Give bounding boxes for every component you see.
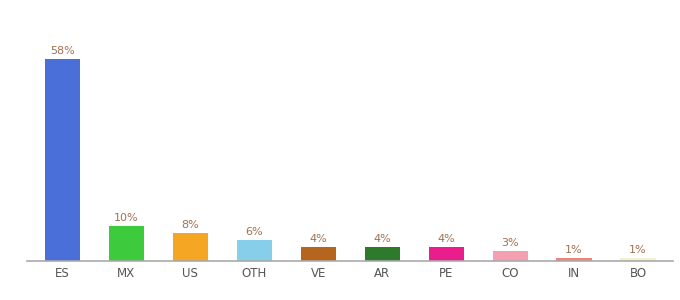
Bar xyxy=(620,257,656,261)
Bar xyxy=(556,257,592,261)
Bar xyxy=(364,247,400,261)
Bar xyxy=(45,59,80,261)
Text: 8%: 8% xyxy=(182,220,199,230)
Text: 4%: 4% xyxy=(437,234,455,244)
Bar xyxy=(301,247,336,261)
Text: 1%: 1% xyxy=(565,245,583,255)
Text: 10%: 10% xyxy=(114,213,139,224)
Bar xyxy=(237,240,272,261)
Text: 4%: 4% xyxy=(373,234,391,244)
Text: 1%: 1% xyxy=(629,245,647,255)
Bar xyxy=(428,247,464,261)
Bar xyxy=(109,226,144,261)
Bar xyxy=(173,233,208,261)
Text: 3%: 3% xyxy=(501,238,519,248)
Text: 4%: 4% xyxy=(309,234,327,244)
Text: 6%: 6% xyxy=(245,227,263,237)
Bar xyxy=(492,250,528,261)
Text: 58%: 58% xyxy=(50,46,75,56)
